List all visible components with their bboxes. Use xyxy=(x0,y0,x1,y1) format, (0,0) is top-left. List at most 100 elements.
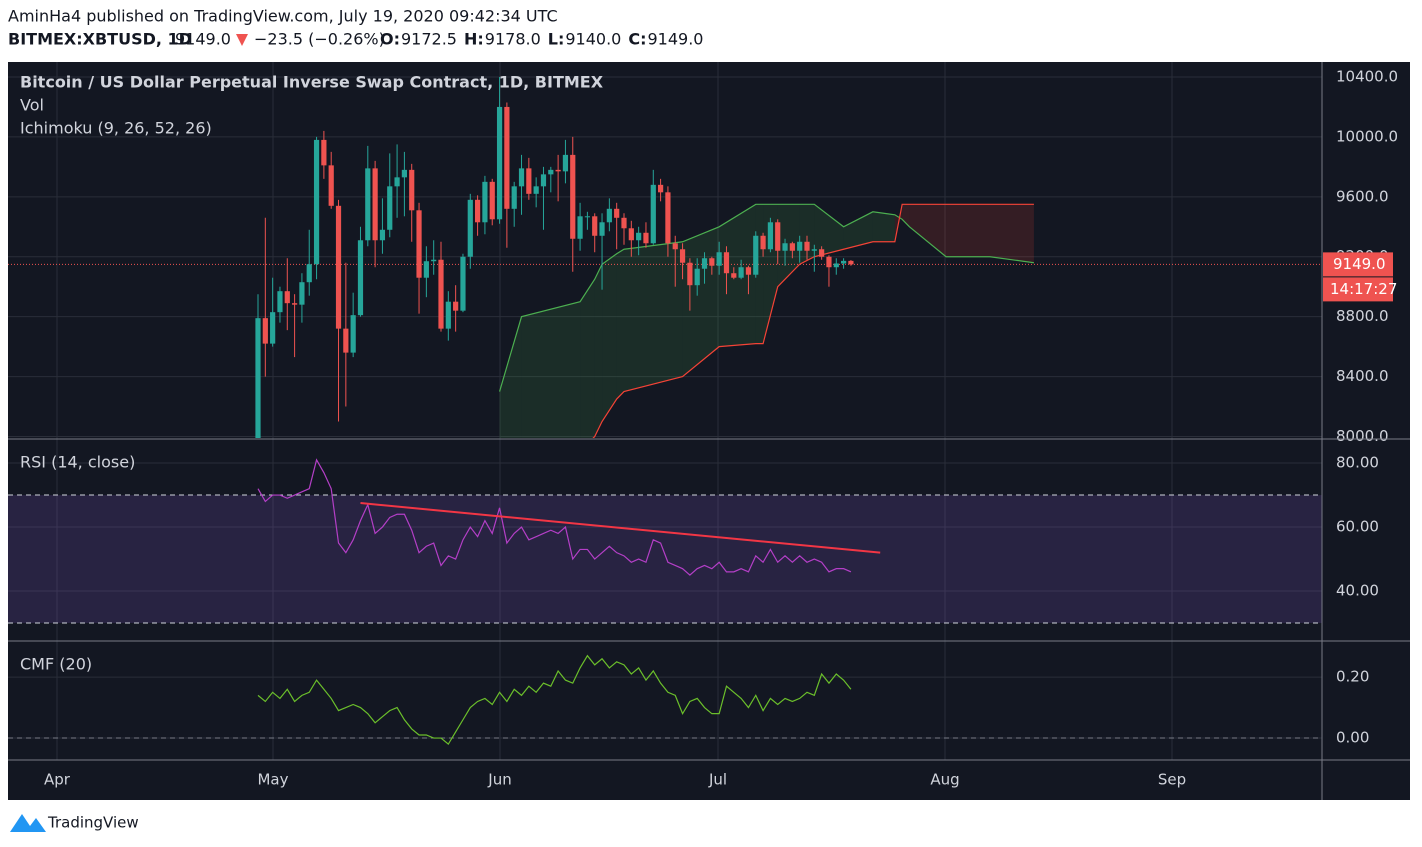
y-tick-label: 9600.0 xyxy=(1336,187,1389,205)
candle-body xyxy=(270,312,276,344)
price-tag-text: 9149.0 xyxy=(1333,255,1386,273)
candle-body xyxy=(797,241,803,251)
candle-body xyxy=(292,303,298,305)
countdown-tag xyxy=(1323,277,1393,302)
cloud xyxy=(777,204,800,287)
cloud xyxy=(843,211,873,250)
candle-body xyxy=(379,229,386,241)
candle-body xyxy=(313,139,320,265)
candle-body xyxy=(650,184,656,244)
y-tick-label: 80.00 xyxy=(1336,454,1379,472)
candle-body xyxy=(804,241,810,251)
legend-item: Vol xyxy=(20,96,44,115)
candle-body xyxy=(387,186,393,230)
indicator-line xyxy=(257,654,852,746)
candle-body xyxy=(643,232,649,244)
candle-body xyxy=(738,267,744,278)
x-tick-label: Sep xyxy=(1158,771,1186,789)
candle-body xyxy=(826,256,832,268)
trend-line xyxy=(360,502,881,554)
candle-body xyxy=(409,169,415,211)
cloud xyxy=(909,204,947,257)
candle-body xyxy=(789,243,795,251)
y-tick-label: 10400.0 xyxy=(1336,67,1398,85)
candle-body xyxy=(731,273,737,278)
chart-area xyxy=(8,62,1410,800)
x-tick-label: Apr xyxy=(44,771,71,789)
candle-body xyxy=(460,256,466,311)
price-pane xyxy=(8,76,1322,438)
change: −23.5 (−0.26%) xyxy=(254,30,385,49)
candle-body xyxy=(848,260,854,265)
candle-body xyxy=(819,249,825,257)
y-tick-label: 0.00 xyxy=(1336,729,1369,747)
y-tick-label: 8400.0 xyxy=(1336,367,1389,385)
logo-icon xyxy=(10,814,46,832)
cloud xyxy=(594,264,603,437)
ohlc-label: L: xyxy=(548,30,565,49)
cloud xyxy=(602,253,617,422)
cloud xyxy=(763,204,778,344)
y-tick-label: 8800.0 xyxy=(1336,307,1389,325)
candle-body xyxy=(562,154,569,172)
cloud xyxy=(799,204,815,265)
candle-body xyxy=(672,243,678,250)
price-tag xyxy=(1323,252,1393,277)
candle-body xyxy=(606,208,612,223)
candle-body xyxy=(453,301,459,311)
candle-body xyxy=(775,222,781,251)
cloud xyxy=(521,301,581,438)
candle-body xyxy=(475,199,481,223)
candle-body xyxy=(701,258,708,269)
candle-body xyxy=(665,192,671,244)
candle-body xyxy=(811,249,817,251)
candle-body xyxy=(767,222,773,250)
axes: AprMayJunJulAugSep8000.08400.08800.09200… xyxy=(44,67,1398,788)
cloud xyxy=(580,279,595,438)
cloud-span xyxy=(592,203,1034,438)
candle-body xyxy=(679,249,686,263)
candle-body xyxy=(255,318,261,438)
candle-body xyxy=(555,169,561,172)
candle-body xyxy=(467,199,473,257)
candle-body xyxy=(372,168,378,241)
ohlc-label: H: xyxy=(464,30,484,49)
ohlc-value: 9149.0 xyxy=(647,30,703,49)
candle-body xyxy=(299,282,305,305)
candle-body xyxy=(350,315,356,353)
candle-body xyxy=(394,177,400,187)
cloud xyxy=(719,204,756,347)
candle-body xyxy=(431,259,437,262)
x-tick-label: May xyxy=(257,771,288,789)
cloud xyxy=(499,316,522,438)
candle-body xyxy=(694,268,700,286)
candle-body xyxy=(723,252,730,274)
candle-body xyxy=(365,168,371,241)
y-tick-label: 10000.0 xyxy=(1336,127,1398,145)
legend-title: RSI (14, close) xyxy=(20,453,135,472)
candle-body xyxy=(518,168,525,187)
candle-body xyxy=(658,184,664,193)
candle-body xyxy=(511,186,517,209)
candle-body xyxy=(548,169,554,175)
candle-body xyxy=(328,165,334,206)
candle-body xyxy=(614,208,620,218)
candle-body xyxy=(306,264,312,283)
y-tick-label: 60.00 xyxy=(1336,518,1379,536)
candle-body xyxy=(489,181,495,220)
cmf-pane xyxy=(8,654,1322,746)
publisher: AminHa4 published on TradingView.com, Ju… xyxy=(8,7,558,26)
candle-body xyxy=(284,291,290,304)
candle-body xyxy=(416,210,422,278)
cloud xyxy=(990,204,1034,263)
candle-body xyxy=(716,252,722,266)
candle-body xyxy=(482,181,488,223)
candle-body xyxy=(753,235,759,275)
candle-body xyxy=(570,154,576,239)
cloud-span xyxy=(498,203,1035,392)
ohlc-value: 9172.5 xyxy=(401,30,457,49)
candle-body xyxy=(584,216,590,218)
footer xyxy=(0,800,1422,847)
candle-body xyxy=(262,318,268,344)
